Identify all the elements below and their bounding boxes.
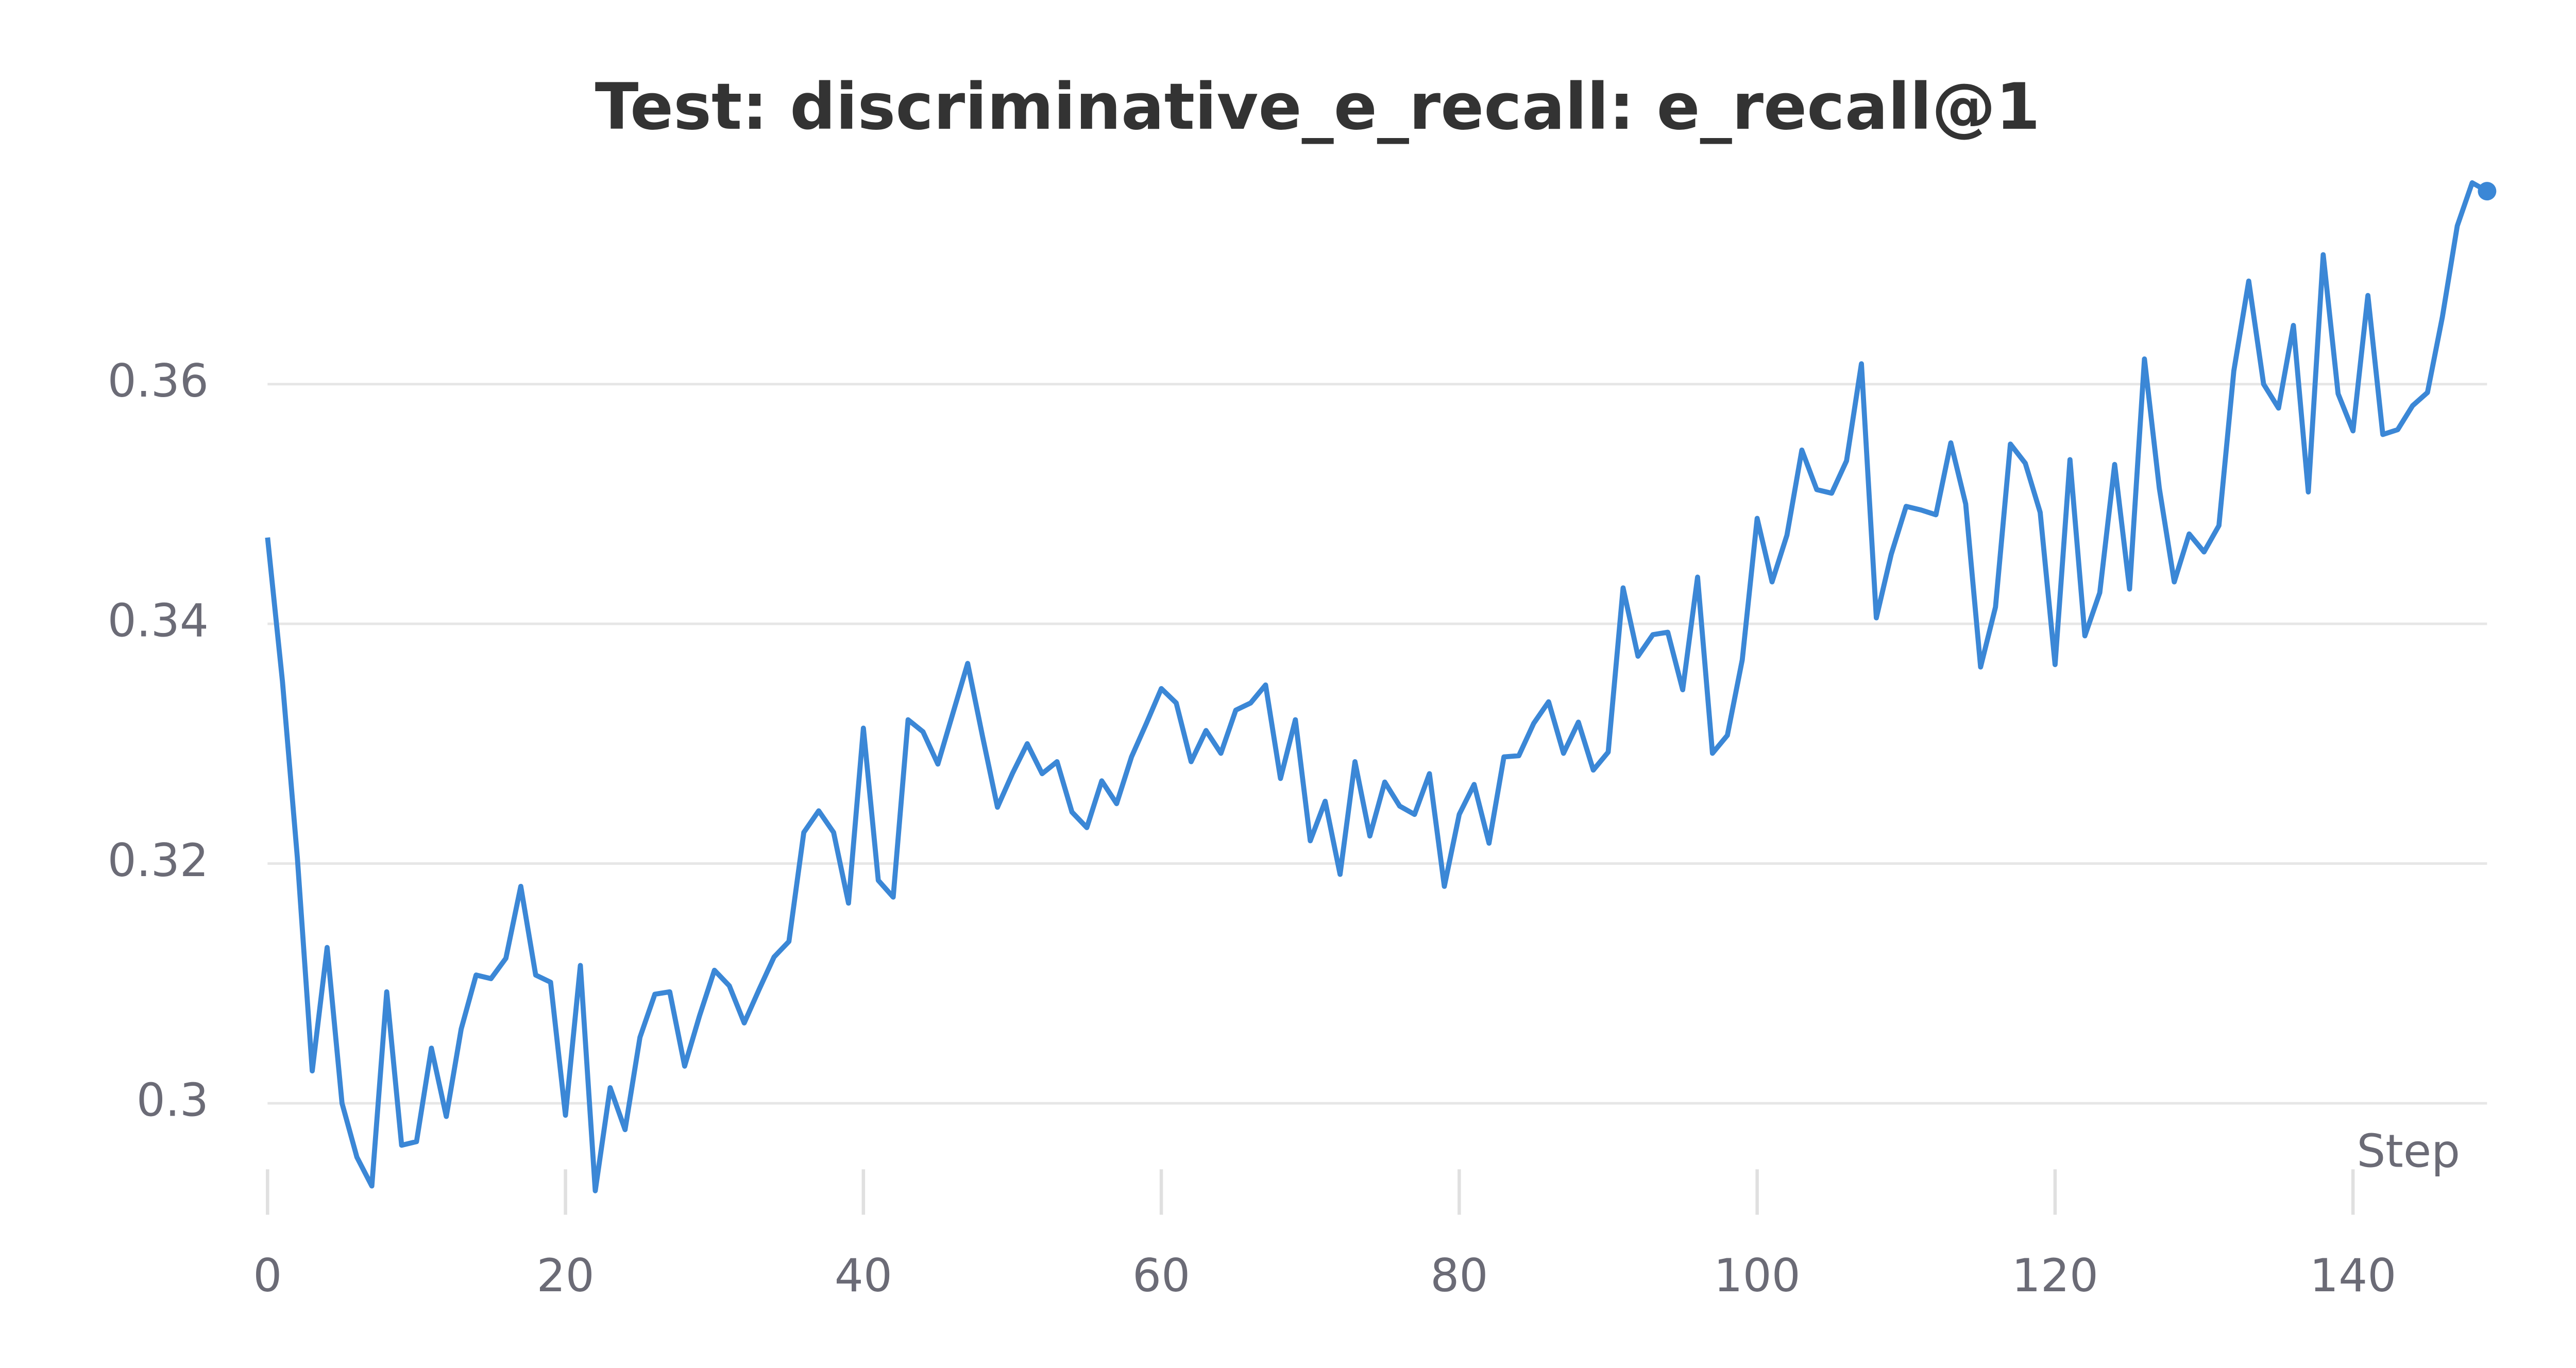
y-tick-label: 0.32 (108, 834, 209, 887)
chart-title: Test: discriminative_e_recall: e_recall@… (595, 70, 2040, 144)
x-tick-label: 80 (1430, 1249, 1488, 1302)
x-tick-label: 0 (253, 1249, 282, 1302)
y-tick-label: 0.36 (108, 354, 209, 407)
line-series (265, 180, 2488, 1193)
last-point (2478, 182, 2497, 201)
x-tick-label: 60 (1132, 1249, 1190, 1302)
x-axis-label: Step (2357, 1124, 2460, 1177)
x-tick-label: 100 (1714, 1249, 1800, 1302)
x-tick-label: 20 (536, 1249, 594, 1302)
y-tick-label: 0.34 (108, 594, 209, 647)
y-tick-label: 0.3 (137, 1073, 209, 1126)
x-tick-label: 140 (2310, 1249, 2396, 1302)
x-tick-label: 120 (2012, 1249, 2098, 1302)
x-tick-label: 40 (835, 1249, 892, 1302)
